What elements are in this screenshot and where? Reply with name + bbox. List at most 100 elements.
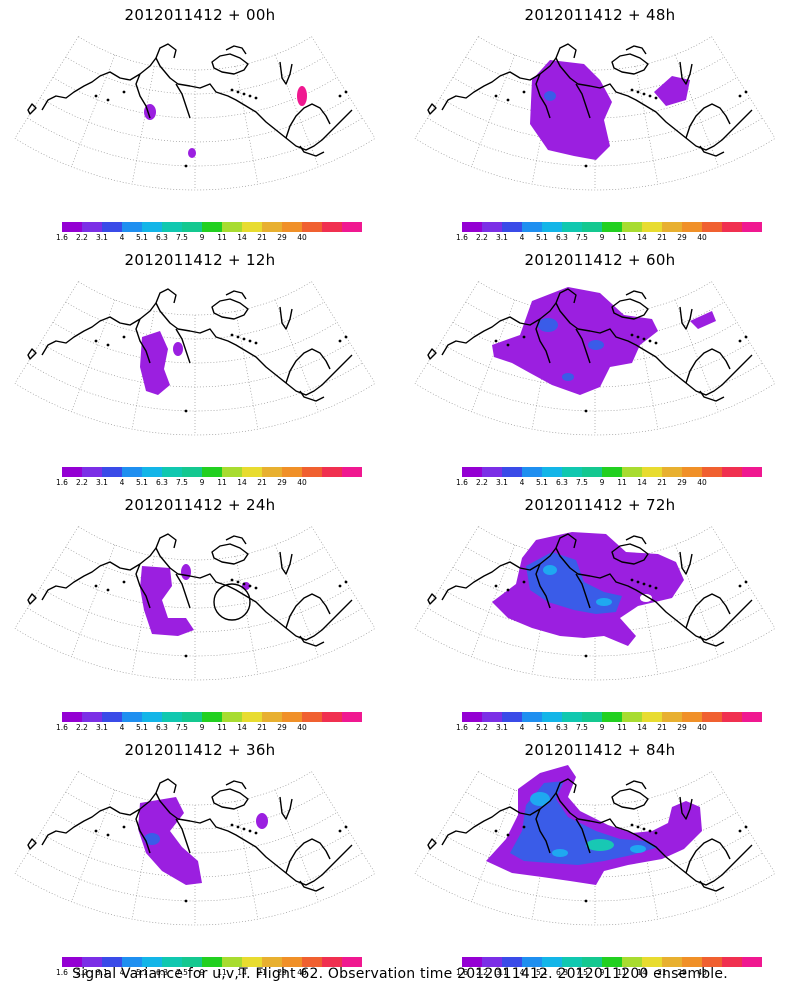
map-panel: 2012011412 + 00h 1.6 2.2 3.1 4 5.1 6.3 7.5 9 11 14… [0, 0, 400, 245]
colorbar-swatch [162, 467, 182, 477]
colorbar-swatch [642, 957, 662, 967]
map-panel: 2012011412 + 72h 1.6 2.2 3.1 4 5.1 6.3 7.5 9 11 14… [400, 490, 800, 735]
colorbar-swatch [702, 467, 722, 477]
colorbar-swatch [542, 222, 562, 232]
colorbar-swatch [662, 222, 682, 232]
map-panel: 2012011412 + 60h 1.6 2.2 3.1 4 5.1 6.3 7.5 9 11 14… [400, 245, 800, 490]
colorbar-swatch [282, 957, 302, 967]
colorbar-tick-label: 6.3 [556, 723, 568, 732]
colorbar-tick-label: 3.1 [496, 723, 508, 732]
colorbar-swatch [242, 222, 262, 232]
colorbar-tick-label: 11 [217, 478, 227, 487]
colorbar-swatch [202, 712, 222, 722]
coastline [27, 533, 353, 658]
colorbar-swatch [462, 712, 482, 722]
colorbar-tick-label: 40 [297, 233, 307, 242]
colorbar-tick-label: 9 [199, 723, 205, 732]
colorbar-swatch [682, 712, 702, 722]
colorbar-swatch [142, 467, 162, 477]
colorbar-swatch [122, 222, 142, 232]
colorbar-tick-label: 2.2 [476, 968, 488, 977]
colorbar-swatch [482, 467, 502, 477]
colorbar-tick-label: 6.3 [556, 478, 568, 487]
colorbar-tick-label: 11 [617, 968, 627, 977]
colorbar-tick-label: 1.6 [56, 478, 68, 487]
colorbar-tick-label: 29 [277, 478, 287, 487]
colorbar-tick-label: 1.6 [56, 968, 68, 977]
colorbar-tick-label: 3.1 [496, 233, 508, 242]
colorbar-swatch [242, 467, 262, 477]
colorbar-tick-label: 1.6 [56, 723, 68, 732]
colorbar-swatch [502, 957, 522, 967]
colorbar-swatch [282, 712, 302, 722]
colorbar-swatch [122, 712, 142, 722]
colorbar-tick-label: 3.1 [496, 478, 508, 487]
colorbar-tick-label: 2.2 [76, 968, 88, 977]
colorbar-swatch [62, 467, 82, 477]
colorbar-tick-label: 14 [637, 968, 647, 977]
colorbar-tick-label: 3.1 [96, 723, 108, 732]
colorbar-swatch [222, 467, 242, 477]
colorbar-swatch [522, 467, 542, 477]
colorbar-swatch [222, 222, 242, 232]
colorbar-swatch [602, 222, 622, 232]
colorbar-swatch [502, 222, 522, 232]
colorbar [62, 467, 362, 477]
colorbar-tick-label: 7.5 [176, 968, 188, 977]
colorbar-swatch [202, 222, 222, 232]
colorbar-tick-label: 5.1 [136, 723, 148, 732]
colorbar-tick-label: 2.2 [476, 233, 488, 242]
colorbar-tick-label: 29 [677, 723, 687, 732]
colorbar-swatch [662, 712, 682, 722]
colorbar-swatch [322, 957, 342, 967]
colorbar-swatch [602, 957, 622, 967]
colorbar-tick-label: 3.1 [96, 968, 108, 977]
colorbar-swatch [262, 712, 282, 722]
colorbar-swatch [522, 957, 542, 967]
colorbar-tick-label: 6.3 [556, 233, 568, 242]
highlight-circle [213, 583, 251, 621]
map-panel: 2012011412 + 84h 1.6 2.2 3.1 4 5.1 6.3 7.5 9 11 14… [400, 735, 800, 980]
panel-title: 2012011412 + 48h [524, 6, 676, 24]
colorbar-tick-label: 9 [599, 968, 605, 977]
colorbar [462, 957, 762, 967]
coastline [427, 288, 753, 413]
map-plot [14, 281, 376, 436]
colorbar-tick-label: 7.5 [576, 233, 588, 242]
map-panel: 2012011412 + 36h 1.6 2.2 3.1 4 5.1 6.3 7.5 9 11 14… [0, 735, 400, 980]
colorbar-tick-label: 9 [199, 968, 205, 977]
colorbar-swatch [542, 712, 562, 722]
colorbar-swatch [502, 712, 522, 722]
colorbar-swatch [502, 467, 522, 477]
colorbar-tick-label: 1.6 [456, 233, 468, 242]
colorbar-swatch [102, 467, 122, 477]
colorbar-swatch [82, 222, 102, 232]
colorbar-tick-label: 4 [119, 968, 125, 977]
colorbar-tick-label: 11 [617, 723, 627, 732]
variance-field [140, 331, 183, 395]
colorbar-tick-label: 5.1 [536, 478, 548, 487]
colorbar-swatch [662, 467, 682, 477]
colorbar-tick-label: 9 [199, 478, 205, 487]
colorbar-swatch [162, 712, 182, 722]
colorbar-swatch [642, 467, 662, 477]
colorbar-tick-label: 7.5 [576, 478, 588, 487]
colorbar-tick-label: 7.5 [176, 478, 188, 487]
colorbar-tick-label: 21 [257, 723, 267, 732]
colorbar-tick-label: 11 [617, 478, 627, 487]
colorbar-swatch [722, 957, 742, 967]
colorbar-swatch [622, 222, 642, 232]
colorbar-swatch [682, 957, 702, 967]
colorbar [62, 222, 362, 232]
colorbar-tick-label: 21 [657, 723, 667, 732]
colorbar-swatch [602, 712, 622, 722]
colorbar-tick-label: 21 [257, 478, 267, 487]
colorbar-swatch [642, 712, 662, 722]
colorbar-tick-label: 6.3 [556, 968, 568, 977]
colorbar-swatch [222, 712, 242, 722]
colorbar-labels: 1.6 2.2 3.1 4 5.1 6.3 7.5 9 11 14 21 29 40 [56, 478, 362, 488]
colorbar-tick-label: 4 [119, 723, 125, 732]
colorbar-labels: 1.6 2.2 3.1 4 5.1 6.3 7.5 9 11 14 21 29 40 [456, 478, 762, 488]
colorbar-swatch [622, 467, 642, 477]
colorbar-swatch [702, 222, 722, 232]
